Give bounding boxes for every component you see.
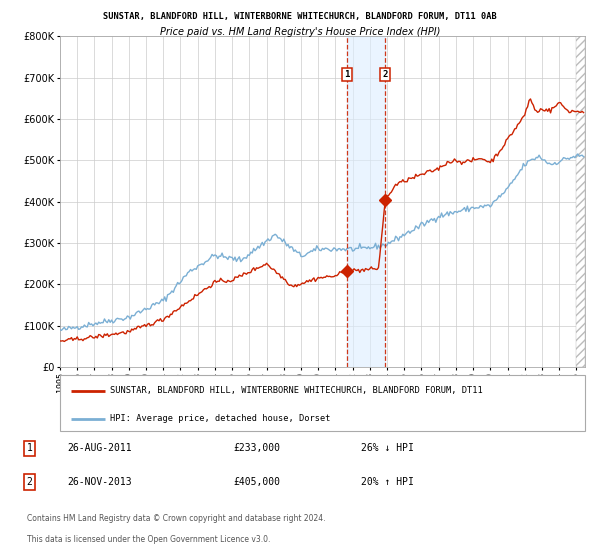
- Text: HPI: Average price, detached house, Dorset: HPI: Average price, detached house, Dors…: [110, 414, 331, 423]
- Text: 20% ↑ HPI: 20% ↑ HPI: [361, 477, 414, 487]
- Text: SUNSTAR, BLANDFORD HILL, WINTERBORNE WHITECHURCH, BLANDFORD FORUM, DT11: SUNSTAR, BLANDFORD HILL, WINTERBORNE WHI…: [110, 386, 482, 395]
- Text: Contains HM Land Registry data © Crown copyright and database right 2024.: Contains HM Land Registry data © Crown c…: [26, 514, 325, 523]
- Text: 2: 2: [383, 70, 388, 79]
- Text: This data is licensed under the Open Government Licence v3.0.: This data is licensed under the Open Gov…: [26, 535, 270, 544]
- Text: 26-NOV-2013: 26-NOV-2013: [67, 477, 132, 487]
- Text: £233,000: £233,000: [233, 444, 280, 454]
- Text: 1: 1: [344, 70, 349, 79]
- Text: 1: 1: [26, 444, 32, 454]
- Text: 26-AUG-2011: 26-AUG-2011: [67, 444, 132, 454]
- Bar: [347, 36, 385, 367]
- Text: £405,000: £405,000: [233, 477, 280, 487]
- FancyBboxPatch shape: [60, 375, 585, 431]
- Text: 2: 2: [26, 477, 32, 487]
- Text: SUNSTAR, BLANDFORD HILL, WINTERBORNE WHITECHURCH, BLANDFORD FORUM, DT11 0AB: SUNSTAR, BLANDFORD HILL, WINTERBORNE WHI…: [103, 12, 497, 21]
- Text: 26% ↓ HPI: 26% ↓ HPI: [361, 444, 414, 454]
- Text: Price paid vs. HM Land Registry's House Price Index (HPI): Price paid vs. HM Land Registry's House …: [160, 27, 440, 37]
